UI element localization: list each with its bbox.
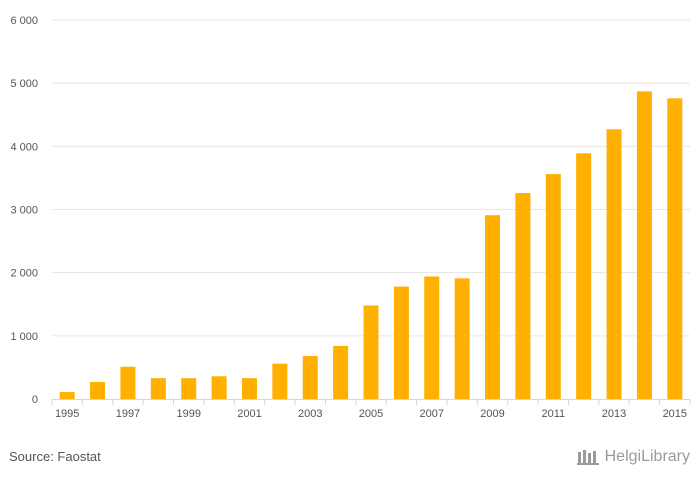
x-tick-label: 1995 [55, 408, 79, 420]
bars [59, 91, 683, 400]
bar-1997[interactable] [120, 366, 136, 399]
x-tick-label: 2001 [237, 408, 261, 420]
x-axis-ticks: 1995 1997 1999 2001 2003 2005 2007 2009 2011 2013… [55, 408, 687, 420]
bar-2002[interactable] [272, 363, 288, 399]
bar-2000[interactable] [211, 376, 227, 399]
bar-2011[interactable] [545, 174, 561, 399]
x-tick-label: 2003 [298, 408, 322, 420]
logo-text: HelgiLibrary [604, 448, 690, 465]
bar-2008[interactable] [454, 278, 470, 399]
x-tick-label: 2009 [480, 408, 504, 420]
y-axis-ticks: 0 1 000 2 000 3 000 4 000 5 000 6 000 [10, 15, 38, 406]
x-axis [51, 399, 691, 405]
source-note: Source: Faostat [9, 449, 101, 464]
x-tick-label: 1999 [176, 408, 200, 420]
bar-2012[interactable] [576, 153, 592, 399]
y-tick-label: 5 000 [10, 78, 38, 90]
gridlines [52, 19, 690, 337]
bar-2013[interactable] [606, 129, 622, 400]
helgilibrary-logo-icon [576, 450, 599, 465]
y-tick-label: 1 000 [10, 331, 38, 343]
bar-2009[interactable] [485, 215, 501, 399]
bar-2003[interactable] [302, 356, 318, 399]
bar-1995[interactable] [59, 392, 75, 399]
helgilibrary-logo[interactable]: HelgiLibrary [576, 448, 690, 466]
bar-1999[interactable] [181, 378, 197, 399]
bar-2005[interactable] [363, 305, 379, 399]
bar-1998[interactable] [150, 378, 166, 399]
y-tick-label: 3 000 [10, 205, 38, 217]
bar-2007[interactable] [424, 276, 440, 399]
x-tick-label: 2013 [602, 408, 626, 420]
bar-2004[interactable] [333, 345, 349, 399]
x-tick-label: 2011 [541, 408, 565, 420]
y-tick-label: 0 [32, 394, 38, 406]
x-tick-label: 2005 [359, 408, 383, 420]
bar-2015[interactable] [667, 98, 683, 400]
x-tick-label: 2007 [420, 408, 444, 420]
y-tick-label: 4 000 [10, 141, 38, 153]
bar-2006[interactable] [393, 286, 409, 399]
bar-chart: 0 1 000 2 000 3 000 4 000 5 000 6 000 1995 1997… [10, 15, 691, 420]
x-tick-label: 1997 [116, 408, 140, 420]
bar-2014[interactable] [636, 91, 652, 400]
bar-2001[interactable] [241, 378, 257, 399]
bar-1996[interactable] [90, 381, 106, 399]
bar-2010[interactable] [515, 193, 531, 399]
y-tick-label: 2 000 [10, 268, 38, 280]
x-tick-label: 2015 [663, 408, 687, 420]
y-tick-label: 6 000 [10, 15, 38, 27]
